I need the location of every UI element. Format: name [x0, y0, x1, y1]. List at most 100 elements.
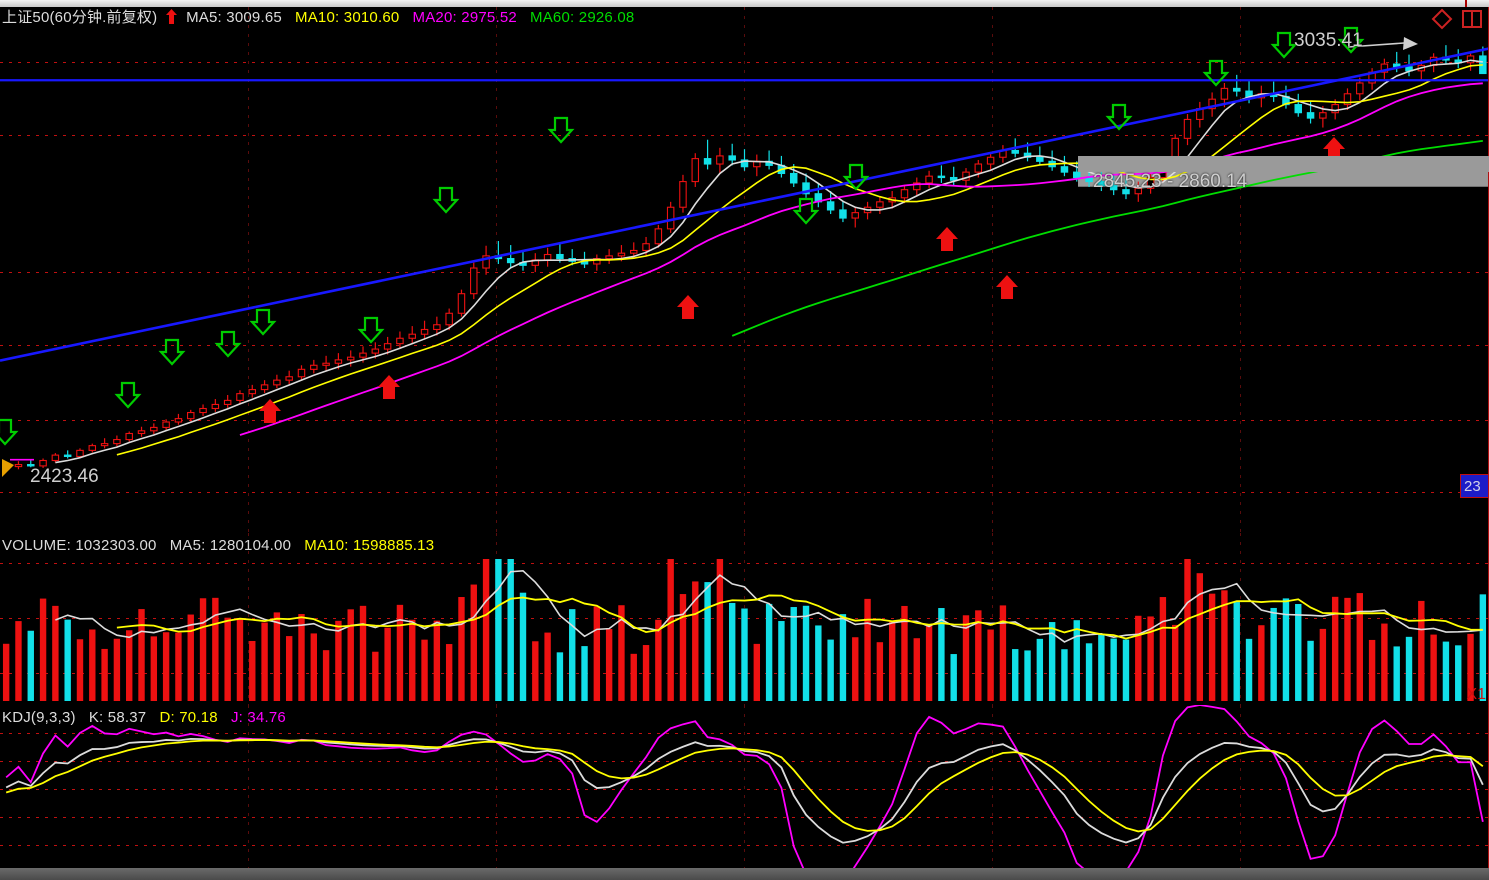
candle-body [1220, 87, 1229, 100]
volume-bar [741, 608, 748, 701]
sell-signal-arrow [1270, 31, 1298, 59]
volume-bar [224, 617, 231, 701]
volume-bar [630, 653, 637, 701]
volume-label: VOLUME [2, 537, 67, 555]
candle-body [1073, 171, 1081, 179]
volume-bar [421, 639, 428, 701]
candle-body [457, 293, 466, 314]
volume-bar [950, 654, 957, 701]
volume-bar [605, 629, 613, 701]
sell-signal-arrow [249, 308, 277, 336]
candle-body [211, 403, 220, 410]
candle-body [199, 407, 207, 414]
candle-body [396, 337, 404, 345]
kdj-d-line [5, 739, 1484, 833]
volume-bar [876, 642, 884, 701]
volume-bar [1418, 600, 1425, 701]
volume-bar [1172, 624, 1179, 701]
buy-signal-arrow [936, 227, 958, 251]
ma10-line [116, 64, 1483, 456]
volume-bar [728, 602, 736, 701]
candle-body [728, 155, 736, 161]
zone-label: 2845.23 - 2860.14 [1093, 171, 1248, 192]
kdj-legend: KDJ(9,3,3) K: 58.37 D: 70.18 J: 34.76 [2, 709, 286, 727]
candle-body [949, 176, 958, 181]
volume-bar [987, 629, 994, 701]
volume-ma5-label: MA5 [169, 537, 202, 555]
volume-bar [1368, 639, 1376, 701]
price-chart-canvas[interactable] [0, 7, 1489, 533]
candle-body [420, 328, 429, 335]
volume-bar [888, 621, 896, 701]
volume-bar [409, 619, 416, 701]
volume-bar [372, 651, 379, 701]
volume-chart-canvas[interactable] [0, 533, 1489, 705]
volume-bar [298, 614, 305, 701]
candle-body [260, 384, 269, 391]
volume-panel[interactable] [0, 533, 1489, 705]
candle-body [76, 449, 84, 458]
bottom-scroll-bar[interactable] [0, 868, 1489, 880]
sell-signal-arrow [432, 186, 460, 214]
candle-body [150, 426, 158, 432]
volume-bar [39, 598, 47, 701]
candle-body [593, 258, 601, 265]
candle-body [236, 393, 244, 401]
candle-body [716, 155, 724, 165]
candle-body [1294, 104, 1303, 114]
volume-bar [1061, 649, 1068, 701]
candle-body [27, 464, 35, 467]
uptrend-line[interactable] [0, 47, 1489, 362]
volume-bar [384, 627, 391, 701]
volume-bar [679, 594, 687, 701]
volume-bar [1012, 649, 1019, 701]
volume-bar [1233, 602, 1240, 701]
volume-ma10-label: MA10 [304, 537, 345, 555]
candle-body [789, 172, 798, 184]
sell-signal-arrow [114, 381, 142, 409]
candle-body [334, 359, 343, 364]
volume-bar [76, 639, 84, 701]
candle-body [137, 430, 146, 435]
volume-bar [113, 638, 121, 701]
volume-bar [1245, 638, 1253, 701]
window-icon-group[interactable] [1431, 8, 1483, 30]
candle-body [1208, 98, 1216, 110]
candle-body [186, 412, 195, 420]
volume-legend: VOLUME: 1032303.00 MA5: 1280104.00 MA10:… [2, 537, 435, 555]
volume-bar [138, 609, 145, 701]
price-panel[interactable] [0, 7, 1489, 533]
volume-bar [396, 604, 404, 701]
volume-bar [162, 632, 170, 701]
volume-bar [1270, 607, 1277, 701]
candle-body [371, 348, 380, 354]
candle-body [556, 253, 564, 260]
candle-body [297, 368, 306, 378]
volume-bar [642, 645, 650, 701]
kdj-chart-canvas[interactable] [0, 705, 1489, 868]
volume-bar [716, 559, 724, 701]
volume-bar [913, 638, 920, 701]
volume-bar [975, 610, 982, 701]
diamond-icon[interactable] [1431, 8, 1453, 30]
volume-bar [581, 646, 588, 701]
candle-body [1011, 149, 1019, 154]
volume-bar [175, 632, 182, 701]
candle-body [113, 439, 121, 445]
split-window-icon[interactable] [1461, 8, 1483, 30]
volume-ma10-value: 1598885.13 [353, 537, 435, 555]
candle-body [974, 163, 983, 173]
candle-body [913, 182, 921, 191]
volume-bar [999, 605, 1007, 701]
volume-bar [1282, 598, 1290, 701]
volume-bar [1184, 559, 1191, 701]
volume-bar [1135, 615, 1142, 701]
volume-bar [495, 559, 502, 701]
volume-bar [359, 605, 367, 701]
sell-signal-arrow [214, 330, 242, 358]
volume-bar [261, 622, 268, 701]
volume-bar [593, 606, 601, 701]
volume-bar [667, 559, 674, 701]
kdj-panel[interactable] [0, 705, 1489, 868]
kdj-j-line [5, 705, 1484, 868]
